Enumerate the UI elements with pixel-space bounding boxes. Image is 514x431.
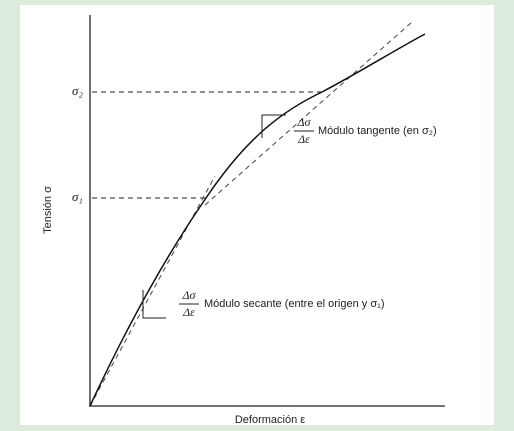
secant-denominator: Δε (182, 305, 195, 319)
sigma2-label: σ₂ (72, 83, 83, 98)
y-axis-label: Tensión σ (42, 186, 54, 234)
tangent-numerator: Δσ (297, 115, 312, 129)
tangent-denominator: Δε (297, 132, 310, 146)
secant-numerator: Δσ (182, 288, 197, 302)
tangent-triangle (261, 114, 286, 138)
secant-triangle (142, 290, 166, 319)
sigma1-label: σ₁ (72, 189, 83, 204)
panel (20, 5, 494, 425)
stress-strain-curve (89, 33, 426, 407)
x-axis-label: Deformación ε (235, 414, 305, 426)
tangent-label: Módulo tangente (en σ₂) (318, 125, 437, 137)
tangent-line (204, 21, 413, 206)
secant-label: Módulo secante (entre el origen y σ₁) (204, 298, 384, 310)
